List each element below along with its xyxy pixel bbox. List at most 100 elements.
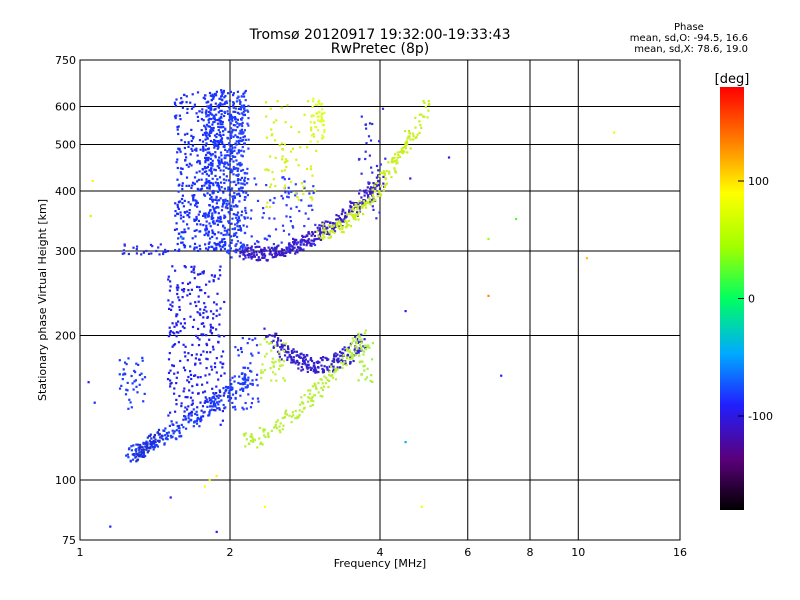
data-point (142, 400, 145, 403)
data-point (223, 181, 226, 185)
data-point (404, 441, 407, 444)
data-point (188, 389, 191, 392)
data-point (278, 252, 281, 256)
data-point (207, 231, 210, 234)
data-point (191, 149, 194, 152)
data-point (203, 165, 206, 169)
data-point (187, 420, 190, 423)
data-point (230, 256, 233, 259)
data-point (238, 225, 241, 228)
data-point (329, 230, 332, 233)
data-point (210, 113, 213, 116)
data-point (218, 335, 221, 338)
data-point (178, 299, 181, 302)
data-point (360, 341, 363, 344)
data-point (371, 200, 374, 203)
data-point (260, 441, 263, 444)
data-point (230, 207, 233, 210)
data-point (298, 362, 301, 365)
data-point (201, 405, 205, 408)
data-point (196, 406, 199, 409)
data-point (318, 227, 322, 230)
data-point (160, 434, 163, 437)
data-point (315, 371, 318, 374)
data-point (199, 376, 202, 379)
data-point (174, 249, 177, 252)
data-point (313, 189, 316, 192)
data-point (194, 362, 197, 365)
data-point (306, 239, 309, 242)
data-point (377, 169, 380, 172)
data-point (221, 245, 224, 249)
data-point (303, 113, 306, 116)
data-point (157, 428, 161, 431)
data-point (193, 103, 196, 106)
data-point (409, 177, 412, 180)
data-point (260, 248, 263, 251)
data-point (234, 110, 237, 113)
data-point (219, 265, 222, 268)
data-point (284, 412, 287, 415)
data-point (233, 405, 236, 408)
data-point (142, 451, 145, 454)
data-point (353, 203, 356, 206)
data-point (331, 225, 334, 228)
data-point (271, 361, 274, 364)
data-point (162, 429, 165, 432)
data-point (197, 417, 200, 420)
data-point (338, 366, 342, 369)
data-point (262, 207, 265, 210)
data-point (338, 360, 341, 363)
data-point (149, 243, 153, 246)
data-point (364, 150, 367, 153)
data-point (169, 333, 172, 337)
data-point (323, 385, 326, 388)
data-point (284, 158, 288, 161)
data-point (227, 211, 230, 214)
data-point (241, 116, 244, 119)
data-point (220, 109, 223, 112)
data-point (358, 211, 361, 214)
data-point (351, 213, 354, 216)
data-point (220, 399, 223, 402)
data-point (339, 228, 342, 231)
data-point (298, 355, 301, 358)
data-point (335, 359, 339, 362)
data-point (186, 214, 189, 217)
data-point (169, 385, 172, 388)
data-point (246, 244, 249, 247)
data-point (218, 131, 222, 134)
data-point (136, 245, 139, 248)
data-point (189, 101, 192, 104)
data-point (275, 427, 279, 430)
data-point (274, 344, 277, 347)
data-point (349, 212, 352, 215)
data-point (240, 169, 243, 172)
data-point (227, 252, 230, 255)
data-point (171, 301, 174, 304)
data-point (202, 270, 205, 273)
data-point (352, 217, 355, 220)
data-point (205, 173, 208, 176)
data-point (364, 204, 367, 207)
data-point (202, 311, 205, 315)
data-point (354, 346, 357, 349)
data-point (302, 357, 305, 360)
data-point (219, 197, 222, 200)
data-point (184, 266, 187, 269)
data-point (193, 248, 196, 251)
data-point (175, 286, 178, 289)
data-point (200, 322, 203, 325)
data-point (169, 285, 172, 288)
data-point (291, 411, 294, 414)
data-point (292, 243, 296, 246)
data-point (373, 189, 377, 193)
data-point (201, 140, 205, 143)
data-point (279, 250, 282, 253)
data-point (198, 160, 201, 163)
data-point (183, 93, 186, 96)
data-point (229, 378, 232, 382)
data-point (229, 168, 232, 171)
data-point (125, 388, 128, 391)
data-point (363, 201, 366, 204)
